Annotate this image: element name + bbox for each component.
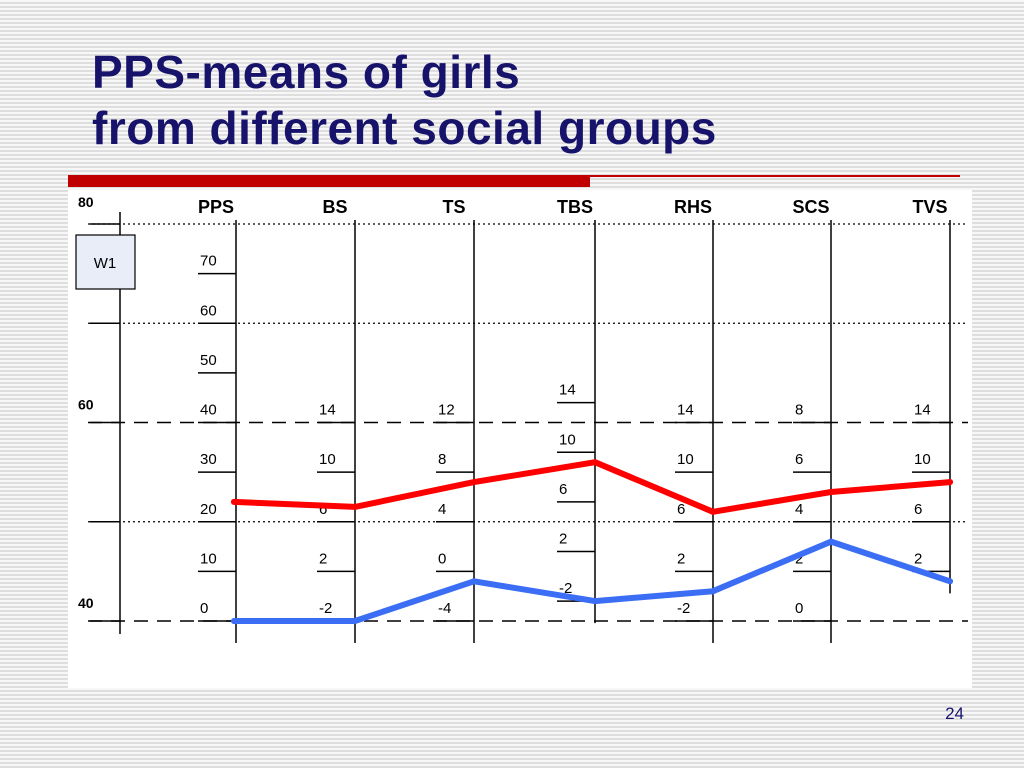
title-underline-rule [590, 175, 960, 177]
axis-label-tbs: TBS [557, 197, 593, 217]
axis-tick-label: 50 [200, 352, 217, 369]
axis-tick-label: 30 [200, 451, 217, 468]
axis-tick-label: 40 [200, 402, 217, 419]
axis-tick-label: 8 [795, 402, 803, 419]
axis-label-pps: PPS [198, 197, 234, 217]
axis-tick-label: 2 [319, 550, 327, 567]
series-1-point [471, 479, 477, 486]
series-2-point [828, 538, 834, 545]
axis-tick-label: 6 [319, 501, 327, 518]
axis-tick-label: 6 [795, 451, 803, 468]
series-1-point [828, 488, 834, 495]
axis-tick-label: 10 [200, 550, 217, 567]
chart-panel: 80 60 40 W1 PPS 70 60 50 40 30 20 10 0 BS 14 10 6 2 -2 TS 12… [68, 190, 972, 688]
axis-label-scs: SCS [792, 197, 829, 217]
axis-tick-label: 6 [677, 501, 685, 518]
series-2-point [352, 618, 358, 624]
axis-tick-label: 0 [795, 600, 803, 617]
axis-tick-label: 14 [914, 402, 931, 419]
series-line-2 [231, 538, 953, 624]
axis-tick-label: 0 [438, 550, 446, 567]
series-2-point [947, 578, 953, 585]
axis-tick-label: 12 [438, 402, 455, 419]
axis-tick-label: 10 [319, 451, 336, 468]
reference-tick-label: 40 [78, 595, 94, 611]
series-2-point [231, 618, 237, 624]
series-2-point [710, 588, 716, 595]
slide-number: 24 [945, 704, 964, 723]
axis-label-ts: TS [442, 197, 465, 217]
axis-tick-label: 10 [677, 451, 694, 468]
axis-label-tvs: TVS [912, 197, 947, 217]
series-2-point [471, 578, 477, 585]
axis-tick-label: 60 [200, 302, 217, 319]
axis-tick-label: 6 [559, 481, 567, 498]
reference-tick-label: 60 [78, 397, 94, 413]
title-underline-bar [68, 175, 590, 187]
axis-tick-label: -2 [677, 600, 690, 617]
axis-tick-label: 14 [559, 382, 576, 399]
axis-tick-label: 6 [914, 501, 922, 518]
axis-tick-label: 0 [200, 600, 208, 617]
axis-tick-label: 70 [200, 253, 217, 270]
w1-box-label: W1 [94, 255, 117, 272]
series-1-point [592, 459, 598, 466]
series-1-point [352, 503, 358, 510]
axis-tick-label: 2 [795, 550, 803, 567]
axis-tick-label: 14 [677, 402, 694, 419]
axis-tick-label: 20 [200, 501, 217, 518]
axis-label-rhs: RHS [674, 197, 712, 217]
axis-tick-label: 8 [438, 451, 446, 468]
series-1-point [947, 479, 953, 486]
series-2-point [592, 598, 598, 605]
axis-tick-label: -2 [319, 600, 332, 617]
axis-tick-label: 14 [319, 402, 336, 419]
axis-tick-label: 10 [559, 431, 576, 448]
axis-tick-label: 4 [438, 501, 446, 518]
series-line-1 [231, 459, 953, 515]
slide-title: PPS-means of girls from different social… [92, 44, 717, 156]
profile-chart: 806040W1PPS706050403020100BS141062-2TS12… [75, 194, 968, 643]
axis-tick-label: 2 [559, 531, 567, 548]
series-1-point [710, 508, 716, 515]
axis-tick-label: 2 [677, 550, 685, 567]
axis-tick-label: 10 [914, 451, 931, 468]
axis-label-bs: BS [322, 197, 347, 217]
slide-title-line-2: from different social groups [92, 102, 717, 154]
slide-title-line-1: PPS-means of girls [92, 46, 521, 98]
reference-tick-label: 80 [78, 194, 94, 210]
series-1-point [231, 498, 237, 505]
axis-tick-label: 2 [914, 550, 922, 567]
axis-tick-label: 4 [795, 501, 803, 518]
axis-tick-label: -4 [438, 600, 451, 617]
w1-box [75, 234, 136, 290]
